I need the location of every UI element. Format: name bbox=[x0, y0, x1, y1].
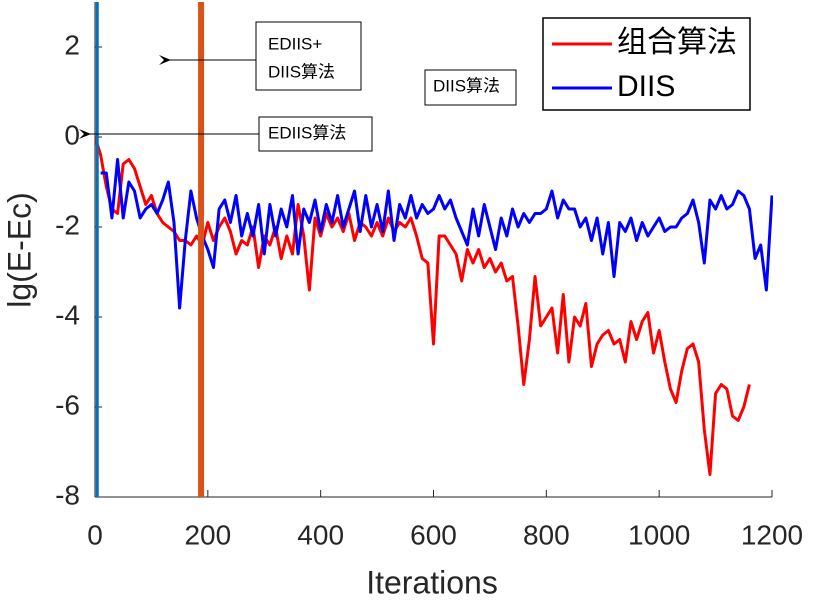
y-tick-label: -8 bbox=[55, 479, 80, 510]
x-tick-label: 600 bbox=[410, 519, 457, 550]
x-tick-label: 1200 bbox=[741, 519, 803, 550]
x-tick-label: 800 bbox=[523, 519, 570, 550]
x-tick-label: 200 bbox=[184, 519, 231, 550]
legend-label: 组合算法 bbox=[617, 26, 737, 59]
annotation-text: EDIIS+ bbox=[268, 34, 322, 53]
x-tick-label: 1000 bbox=[628, 519, 690, 550]
series-group bbox=[95, 2, 773, 497]
legend: 组合算法 DIIS bbox=[542, 17, 751, 111]
x-tick-label: 400 bbox=[297, 519, 344, 550]
annotation: EDIIS算法 bbox=[79, 116, 373, 152]
annotation-text: DIIS算法 bbox=[433, 76, 500, 95]
x-axis-label: Iterations bbox=[366, 564, 498, 600]
x-tick-label: 0 bbox=[87, 519, 103, 550]
data-line bbox=[100, 158, 773, 310]
y-axis-label: lg(E-Ec) bbox=[1, 192, 37, 308]
y-tick-label: -4 bbox=[55, 299, 80, 330]
legend-label: DIIS bbox=[617, 70, 675, 103]
annotation: EDIIS+ DIIS算法 bbox=[159, 21, 362, 91]
annotation-text: EDIIS算法 bbox=[268, 123, 346, 142]
y-tick-label: -6 bbox=[55, 389, 80, 420]
y-tick-label: 0 bbox=[64, 119, 80, 150]
annotation-text: DIIS算法 bbox=[268, 62, 335, 81]
y-tick-label: -2 bbox=[55, 209, 80, 240]
data-line bbox=[95, 136, 751, 476]
annotation: DIIS算法 bbox=[424, 69, 517, 106]
plot-area: 0 200 400 600 800 1000 1200 -8 -6 -4 -2 0 2 bbox=[55, 2, 803, 550]
y-tick-label: 2 bbox=[64, 29, 80, 60]
